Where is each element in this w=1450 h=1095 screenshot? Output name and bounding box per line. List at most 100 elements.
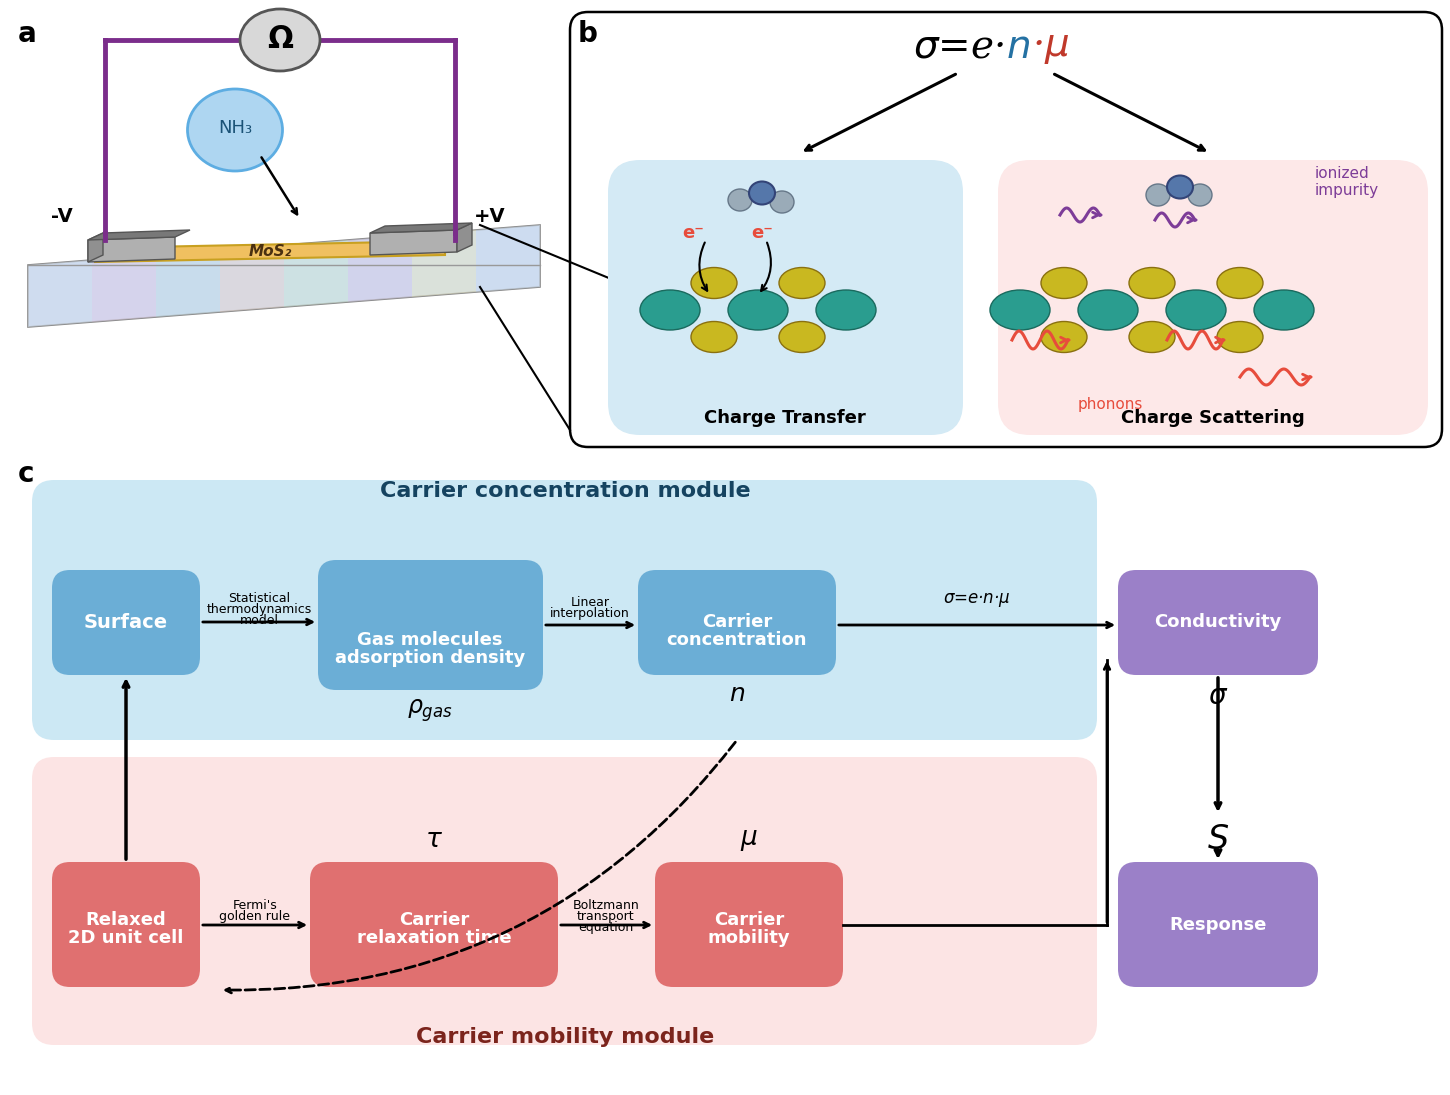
FancyBboxPatch shape [608, 160, 963, 435]
Text: interpolation: interpolation [550, 607, 629, 620]
FancyBboxPatch shape [1118, 862, 1318, 987]
FancyBboxPatch shape [32, 480, 1098, 740]
Text: Gas molecules: Gas molecules [357, 631, 503, 649]
Text: -V: -V [51, 207, 72, 227]
FancyBboxPatch shape [655, 862, 842, 987]
Text: e⁻: e⁻ [751, 224, 773, 242]
Polygon shape [370, 223, 473, 233]
Polygon shape [28, 224, 539, 327]
Text: $\sigma$: $\sigma$ [1208, 682, 1228, 710]
Text: $\rho_{gas}$: $\rho_{gas}$ [407, 698, 452, 724]
Text: Conductivity: Conductivity [1154, 613, 1282, 631]
Polygon shape [157, 250, 220, 316]
Ellipse shape [770, 191, 795, 214]
Text: Response: Response [1169, 917, 1267, 934]
Text: $n$: $n$ [729, 682, 745, 706]
Text: a: a [17, 20, 36, 48]
FancyBboxPatch shape [52, 570, 200, 675]
Text: MoS₂: MoS₂ [248, 244, 291, 260]
Polygon shape [348, 235, 412, 302]
Ellipse shape [1167, 175, 1193, 198]
Text: $\tau$: $\tau$ [425, 827, 444, 853]
Ellipse shape [990, 290, 1050, 330]
Ellipse shape [692, 267, 737, 299]
Text: model: model [239, 614, 278, 627]
Ellipse shape [816, 290, 876, 330]
Text: $\sigma$=e·n·$\mu$: $\sigma$=e·n·$\mu$ [942, 591, 1011, 609]
Text: Relaxed: Relaxed [86, 911, 167, 929]
Text: adsorption density: adsorption density [335, 649, 525, 667]
Text: thermodynamics: thermodynamics [206, 603, 312, 616]
Text: Charge Scattering: Charge Scattering [1121, 410, 1305, 427]
Ellipse shape [1146, 184, 1170, 206]
Text: relaxation time: relaxation time [357, 929, 512, 947]
Text: ·$\mu$: ·$\mu$ [1032, 28, 1069, 66]
Ellipse shape [779, 267, 825, 299]
Text: Statistical: Statistical [228, 592, 290, 606]
Polygon shape [91, 255, 157, 322]
Ellipse shape [1217, 322, 1263, 353]
Text: Carrier: Carrier [399, 911, 470, 929]
Text: Carrier: Carrier [713, 911, 784, 929]
Text: b: b [579, 20, 597, 48]
Text: +V: +V [474, 207, 506, 227]
Text: Carrier mobility module: Carrier mobility module [416, 1027, 713, 1047]
Ellipse shape [1166, 290, 1227, 330]
Text: transport: transport [577, 910, 635, 923]
Ellipse shape [728, 290, 787, 330]
FancyBboxPatch shape [638, 570, 837, 675]
Text: Charge Transfer: Charge Transfer [705, 410, 866, 427]
Text: equation: equation [579, 921, 634, 934]
Ellipse shape [779, 322, 825, 353]
Text: Boltzmann: Boltzmann [573, 899, 639, 912]
Ellipse shape [1077, 290, 1138, 330]
Text: Carrier: Carrier [702, 613, 771, 631]
Text: $S$: $S$ [1206, 823, 1230, 856]
Ellipse shape [1130, 322, 1174, 353]
Text: NH₃: NH₃ [218, 119, 252, 137]
FancyBboxPatch shape [310, 862, 558, 987]
Text: Carrier concentration module: Carrier concentration module [380, 481, 750, 502]
FancyBboxPatch shape [32, 757, 1098, 1045]
FancyBboxPatch shape [318, 560, 542, 690]
Polygon shape [220, 245, 284, 312]
Text: ionized: ionized [1315, 165, 1370, 181]
Ellipse shape [750, 182, 774, 205]
Text: Surface: Surface [84, 612, 168, 632]
Text: Ω: Ω [267, 25, 293, 55]
Text: $n$: $n$ [1006, 28, 1030, 66]
Ellipse shape [639, 290, 700, 330]
Text: Linear: Linear [570, 596, 609, 609]
Ellipse shape [728, 189, 753, 211]
Ellipse shape [187, 89, 283, 171]
Text: $\sigma$=e·: $\sigma$=e· [914, 28, 1003, 66]
FancyBboxPatch shape [570, 12, 1441, 447]
FancyBboxPatch shape [52, 862, 200, 987]
Ellipse shape [1188, 184, 1212, 206]
Polygon shape [284, 240, 348, 307]
Polygon shape [88, 233, 103, 262]
Polygon shape [88, 230, 190, 240]
Ellipse shape [1041, 322, 1088, 353]
Polygon shape [370, 230, 457, 255]
Ellipse shape [1217, 267, 1263, 299]
Text: golden rule: golden rule [219, 910, 290, 923]
Polygon shape [96, 241, 445, 262]
FancyBboxPatch shape [998, 160, 1428, 435]
Polygon shape [476, 224, 539, 292]
Text: Fermi's: Fermi's [232, 899, 277, 912]
Text: concentration: concentration [667, 631, 808, 649]
FancyBboxPatch shape [1118, 570, 1318, 675]
Polygon shape [88, 237, 175, 262]
Ellipse shape [1130, 267, 1174, 299]
Text: 2D unit cell: 2D unit cell [68, 929, 184, 947]
Ellipse shape [692, 322, 737, 353]
Polygon shape [457, 223, 473, 252]
Polygon shape [28, 260, 91, 327]
Polygon shape [412, 230, 476, 297]
Ellipse shape [241, 9, 320, 71]
Text: impurity: impurity [1315, 183, 1379, 197]
Text: e⁻: e⁻ [682, 224, 703, 242]
Text: $\mu$: $\mu$ [740, 827, 758, 853]
Ellipse shape [1254, 290, 1314, 330]
